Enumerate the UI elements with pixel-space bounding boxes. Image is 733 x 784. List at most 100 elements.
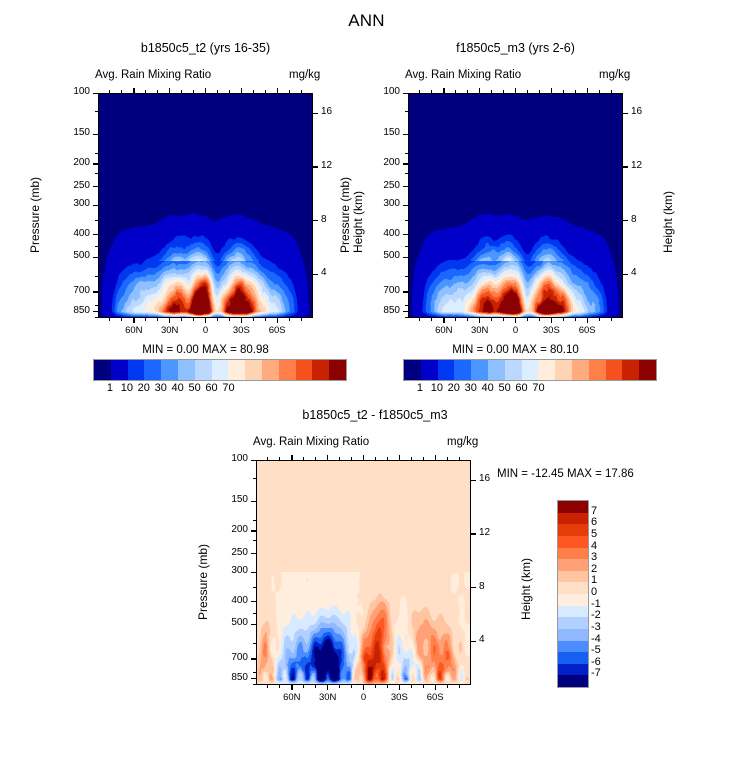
colorbar-swatch [161,360,178,380]
y-tick-label-500: 500 [73,250,90,262]
y-tick-mark [93,133,98,136]
y2-tick-label-16: 16 [479,473,491,485]
y2-tick-label-8: 8 [321,213,327,225]
panel-diff-units-label: mg/kg [447,436,479,448]
colorbar-tick-label: 4 [591,539,598,552]
y-minor-tick [95,316,98,318]
colorbar-swatch [278,360,296,380]
panel-a-y-axis-title: Pressure (mb) [28,176,42,253]
y-minor-tick [95,246,98,248]
x-tick-mark [291,685,293,690]
y-tick-label-200: 200 [73,156,90,168]
colorbar-labels-difference: 7 6 5 4 3 2 1 0 -1 -2 -3 -4 -5 -6 -7 [591,500,617,686]
colorbar-tick-label: 3 [591,551,598,564]
y-minor-tick [405,173,408,175]
colorbar-tick-label: 0 [591,586,598,598]
y2-tick-label-4: 4 [321,267,327,279]
y-minor-tick [95,220,98,222]
contour-field-case-a [99,94,312,317]
colorbar-tick-label: 60 [515,382,528,394]
colorbar-swatch [228,360,246,380]
colorbar-tick-label: -1 [591,597,601,610]
colorbar-swatch [454,360,472,380]
x-minor-tick [193,90,195,93]
x-minor-tick [574,318,576,321]
x-minor-tick [610,318,612,321]
x-tick-mark [550,88,553,93]
colorbar-swatch [555,360,572,380]
colorbar-tick-label: 20 [447,382,460,394]
y-tick-mark [403,291,408,293]
colorbar-tick-label: 2 [591,562,598,575]
panel-title-case-a: b1850c5_t2 (yrs 16-35) [140,41,271,55]
panel-title-difference: b1850c5_t2 - f1850c5_m3 [302,408,448,422]
colorbar-swatch [622,360,640,380]
colorbar-tick-label: 50 [498,382,511,394]
colorbar-tick-label: 60 [205,382,218,394]
x-minor-tick [121,318,123,321]
y-tick-mark [93,291,98,293]
panel-a-minmax: MIN = 0.00 MAX = 80.98 [142,344,269,356]
panel-diff-variable-label: Avg. Rain Mixing Ratio [253,436,370,448]
y-tick-mark [251,459,256,461]
colorbar-tick-label: 70 [532,382,545,394]
colorbar-swatch [211,360,229,380]
y2-tick-label-4: 4 [631,267,637,279]
colorbar-difference [557,500,589,688]
colorbar-swatch [558,559,588,571]
y-tick-label-300: 300 [231,565,248,577]
x-minor-tick [109,318,111,321]
panel-b-variable-label: Avg. Rain Mixing Ratio [405,69,522,81]
y2-tick-label-16: 16 [321,106,333,118]
x-minor-tick [181,318,183,321]
x-tick-mark [327,685,329,690]
x-tick-mark [398,685,401,690]
x-tick-label-30S: 30S [542,325,560,336]
colorbar-tick-label: 10 [430,382,443,394]
y-tick-mark [251,571,256,573]
x-minor-tick [526,318,528,321]
x-minor-tick [455,318,457,321]
x-minor-tick [300,90,302,93]
y-minor-tick [95,152,98,154]
x-tick-label-30S: 30S [232,325,250,336]
colorbar-swatch [538,360,556,380]
x-tick-mark [133,318,135,323]
colorbar-labels-case-a: 1 10 20 30 40 50 60 70 [93,382,345,396]
y-tick-mark [93,204,98,206]
colorbar-swatch [558,535,588,548]
x-tick-mark [205,318,207,323]
colorbar-tick-label: 50 [188,382,201,394]
y-tick-mark [403,186,408,188]
colorbar-tick-label: -7 [591,667,601,680]
x-minor-tick [157,318,159,321]
plot-area-case-b [408,93,623,318]
x-tick-mark [434,685,436,690]
colorbar-tick-label: -6 [591,655,601,668]
colorbar-tick-label: 7 [591,504,598,517]
y-tick-mark [403,133,408,136]
colorbar-swatch [437,360,455,380]
x-minor-tick [145,318,147,321]
x-tick-mark [515,318,517,323]
colorbar-swatch [110,360,128,380]
y-tick-mark [403,311,408,313]
colorbar-swatch [571,360,589,380]
colorbar-tick-label: -4 [591,632,601,645]
y-minor-tick [253,683,256,685]
y-tick-label-150: 150 [73,127,90,139]
y-tick-label-150: 150 [231,494,248,506]
x-minor-tick [288,90,290,93]
x-minor-tick [446,457,448,460]
main-title: ANN [348,11,385,30]
y-tick-label-700: 700 [231,651,248,663]
y-tick-label-400: 400 [231,594,248,606]
x-minor-tick [121,90,123,93]
x-tick-label-60S: 60S [426,692,444,703]
x-tick-label-60S: 60S [578,325,596,336]
y-tick-mark [93,311,98,313]
y-tick-label-100: 100 [73,86,90,97]
colorbar-swatch [177,360,195,380]
x-minor-tick [288,318,290,321]
y2-tick-mark [623,112,628,114]
